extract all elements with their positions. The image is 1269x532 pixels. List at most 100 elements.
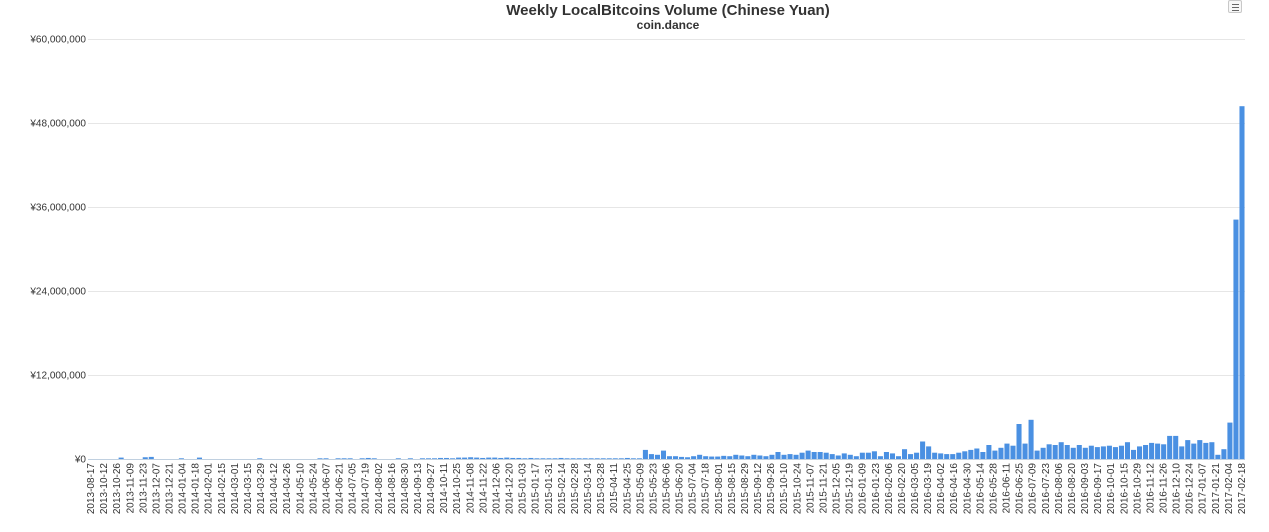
bar [552,458,558,459]
bar [323,458,329,459]
bar [148,456,154,459]
chart-menu-button[interactable] [1228,0,1242,13]
x-tick-label: 2016-10-15 [1119,463,1130,515]
bar [1112,447,1118,459]
x-tick-label: 2015-07-18 [701,463,712,515]
bar [1040,447,1046,459]
bar [419,458,425,459]
bar [1161,444,1167,459]
bar [956,452,962,459]
x-tick-label: 2014-04-26 [282,463,293,515]
bar [576,458,582,459]
grid [88,39,1245,376]
bar [697,454,703,459]
x-tick-label: 2016-08-06 [1054,463,1065,515]
x-tick-label: 2016-04-30 [962,463,973,515]
x-tick-label: 2015-01-17 [531,463,542,515]
x-tick-label: 2017-02-18 [1237,463,1248,515]
bar [781,454,787,459]
bar [492,457,498,459]
bar [1046,444,1052,459]
bar [805,450,811,459]
bar [1016,424,1022,459]
bar [1028,419,1034,459]
bar [558,457,564,459]
x-tick-label: 2015-03-28 [596,463,607,515]
bar [799,452,805,459]
bar [920,441,926,459]
x-tick-label: 2013-10-26 [112,463,123,515]
x-tick-label: 2013-12-07 [151,463,162,515]
bar [642,449,648,459]
y-tick-label: ¥24,000,000 [29,287,86,298]
bar [877,456,883,459]
bar [1064,445,1070,459]
bar [624,457,630,459]
bar [1197,440,1203,459]
bar [588,458,594,459]
bar [691,456,697,459]
bar [932,452,938,459]
x-tick-label: 2016-12-24 [1185,463,1196,515]
bar [763,456,769,459]
bar [751,454,757,459]
x-tick-label: 2016-10-01 [1106,463,1117,515]
bar [1058,442,1064,459]
y-tick-label: ¥60,000,000 [29,35,86,46]
x-tick-label: 2014-08-30 [400,463,411,515]
x-tick-label: 2014-01-18 [191,463,202,515]
x-tick-label: 2016-02-20 [897,463,908,515]
bar [775,452,781,459]
bar [1118,445,1124,459]
bar [630,458,636,459]
bar [606,458,612,459]
bar [859,452,865,459]
bar [787,454,793,459]
x-tick-label: 2013-11-23 [138,463,149,514]
bar [636,458,642,459]
x-tick-label: 2014-06-07 [321,463,332,515]
x-tick-label: 2014-11-22 [478,463,489,514]
bar [853,456,859,459]
x-tick-label: 2015-01-31 [544,463,555,515]
bar [437,457,444,459]
bar [992,450,998,459]
bar [257,458,263,459]
bar [510,457,516,459]
bar [703,456,709,459]
bar [902,449,908,459]
bar [431,458,438,459]
x-tick-label: 2016-08-20 [1067,463,1078,515]
bar [757,455,763,459]
x-tick-label: 2016-03-05 [910,463,921,515]
bar [462,457,468,459]
x-tick-label: 2014-01-04 [178,463,189,515]
bar [178,458,184,459]
bar [1130,449,1137,459]
x-tick-label: 2017-01-07 [1198,463,1209,515]
chart-subtitle: coin.dance [637,18,700,32]
x-tick-label: 2016-06-11 [1002,463,1013,514]
x-tick-label: 2015-10-24 [792,463,803,515]
bar [341,458,347,459]
x-tick-label: 2015-08-15 [727,463,738,515]
x-tick-label: 2015-08-29 [740,463,751,515]
bar [1082,447,1088,459]
x-tick-label: 2016-05-14 [975,463,986,515]
bar [648,454,654,459]
bar [1022,443,1028,459]
bar [660,450,667,459]
x-tick-label: 2013-08-17 [86,463,97,515]
bar [944,454,950,459]
bar [1239,106,1245,459]
bar [673,456,679,459]
bar [359,458,365,459]
x-tick-label: 2014-03-15 [243,463,254,515]
bar [1143,445,1149,459]
x-tick-label: 2015-07-04 [688,463,699,515]
bar [196,457,203,459]
x-tick-label: 2013-10-12 [99,463,110,515]
bar [871,451,877,459]
x-tick-label: 2016-10-29 [1132,463,1143,515]
